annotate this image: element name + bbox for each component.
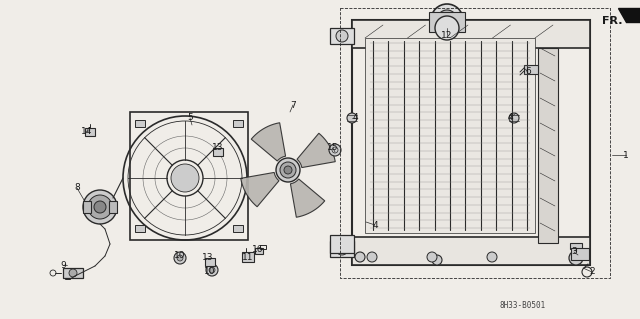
Circle shape xyxy=(336,30,348,42)
Bar xyxy=(538,48,558,243)
Polygon shape xyxy=(297,133,335,167)
Text: 8H33-B0501: 8H33-B0501 xyxy=(500,300,547,309)
Circle shape xyxy=(431,4,463,36)
Bar xyxy=(233,225,243,232)
Polygon shape xyxy=(252,123,285,161)
Circle shape xyxy=(355,252,365,262)
Circle shape xyxy=(442,15,452,25)
Circle shape xyxy=(509,113,519,123)
Text: 10: 10 xyxy=(204,268,216,277)
Text: 7: 7 xyxy=(290,100,296,109)
Polygon shape xyxy=(241,173,279,207)
Circle shape xyxy=(171,164,199,192)
Circle shape xyxy=(280,162,296,178)
Text: 15: 15 xyxy=(327,144,339,152)
Circle shape xyxy=(487,252,497,262)
Bar xyxy=(352,237,590,265)
Circle shape xyxy=(367,252,377,262)
Circle shape xyxy=(329,144,341,156)
Bar xyxy=(233,120,243,127)
Circle shape xyxy=(83,190,117,224)
Circle shape xyxy=(174,252,186,264)
Text: 3: 3 xyxy=(571,248,577,256)
Circle shape xyxy=(94,201,106,213)
Bar xyxy=(109,201,117,213)
Bar xyxy=(242,252,254,262)
Text: 9: 9 xyxy=(60,261,66,270)
Text: 11: 11 xyxy=(243,254,253,263)
Circle shape xyxy=(88,195,112,219)
Bar xyxy=(85,128,95,136)
Circle shape xyxy=(435,16,459,40)
Bar xyxy=(365,38,535,233)
Bar xyxy=(83,201,91,213)
Text: FR.: FR. xyxy=(602,16,623,26)
Text: 1: 1 xyxy=(623,151,629,160)
Text: 13: 13 xyxy=(212,144,224,152)
Text: 4: 4 xyxy=(372,220,378,229)
Bar xyxy=(570,243,582,249)
Circle shape xyxy=(209,267,215,273)
Bar xyxy=(63,268,83,278)
Bar xyxy=(213,148,223,156)
Text: 8: 8 xyxy=(74,183,80,192)
Text: 4: 4 xyxy=(352,114,358,122)
Circle shape xyxy=(437,10,457,30)
Bar xyxy=(260,245,266,249)
Polygon shape xyxy=(291,179,324,217)
Bar xyxy=(205,258,215,266)
Text: 14: 14 xyxy=(81,128,93,137)
Circle shape xyxy=(569,251,583,265)
Text: 16: 16 xyxy=(252,246,264,255)
Text: 6: 6 xyxy=(525,68,531,77)
Text: 13: 13 xyxy=(202,254,214,263)
Bar xyxy=(429,12,465,32)
Bar xyxy=(130,112,248,240)
Bar xyxy=(135,120,145,127)
Bar xyxy=(524,65,538,74)
Text: 12: 12 xyxy=(442,31,452,40)
Circle shape xyxy=(276,158,300,182)
Circle shape xyxy=(206,264,218,276)
Circle shape xyxy=(347,113,357,123)
Bar xyxy=(330,235,354,253)
Bar xyxy=(330,241,354,257)
Circle shape xyxy=(427,252,437,262)
Circle shape xyxy=(336,243,348,255)
Bar xyxy=(352,20,590,265)
Bar xyxy=(352,20,590,48)
Text: 5: 5 xyxy=(187,114,193,122)
Bar xyxy=(135,225,145,232)
Circle shape xyxy=(69,269,77,277)
Text: 10: 10 xyxy=(174,250,186,259)
Bar xyxy=(571,248,589,260)
Polygon shape xyxy=(618,8,640,22)
Circle shape xyxy=(177,255,183,261)
Circle shape xyxy=(284,166,292,174)
Text: 4: 4 xyxy=(507,114,513,122)
Text: 2: 2 xyxy=(589,268,595,277)
Circle shape xyxy=(432,255,442,265)
Bar xyxy=(330,28,354,44)
Bar xyxy=(255,248,263,254)
